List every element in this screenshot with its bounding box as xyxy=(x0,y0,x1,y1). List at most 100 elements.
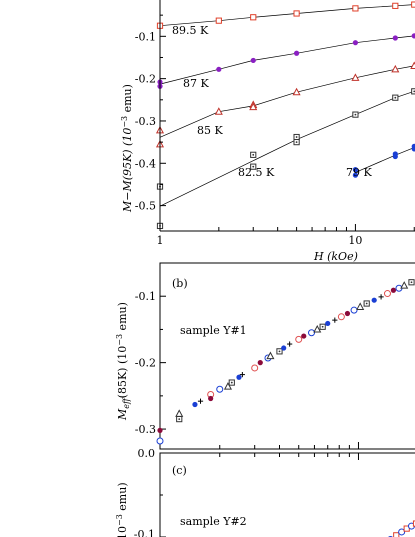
panel-b-point-19 xyxy=(287,341,293,347)
panel-a-point-3-2 xyxy=(250,151,257,158)
panel-a-point-1-6 xyxy=(392,35,398,41)
panel-c-ylabel-exp: −3 xyxy=(115,514,124,526)
panel-a: -0.1 -0.2 -0.3 -0.4 -0.5 1 10 89.5 K 87 K 85 K… xyxy=(120,0,415,263)
panel-b-ylabel-main: M xyxy=(116,408,129,421)
panel-a-y-tick-label-1: -0.2 xyxy=(135,73,156,86)
panel-b-y-tick-label-1: -0.2 xyxy=(135,357,156,370)
panel-a-point-0-1 xyxy=(215,17,222,24)
panel-a-point-2-8 xyxy=(410,61,415,70)
panel-a-point-0-4 xyxy=(352,5,359,12)
panel-a-point-3-2-dot xyxy=(252,153,255,156)
panel-a-x-tick-label-10: 10 xyxy=(348,234,362,247)
panel-a-x-tick-label-1: 1 xyxy=(157,234,164,247)
panel-b-y-axis-label: Meff(85K) (10−3 emu) xyxy=(115,302,131,421)
panel-b-point-38 xyxy=(408,279,415,286)
panel-b-point-18 xyxy=(281,345,287,351)
panel-a-curve-3 xyxy=(159,90,415,207)
curve-label-89-5k: 89.5 K xyxy=(172,24,209,37)
panel-a-y-tick-label-2: -0.3 xyxy=(135,115,156,128)
panel-c-markers xyxy=(388,520,415,537)
panel-a-y-tick-label-0: -0.1 xyxy=(135,30,156,43)
panel-b-point-2 xyxy=(175,409,184,417)
panel-b-point-26 xyxy=(332,317,338,323)
panel-a-ylabel-main: M−M(95K) (10 xyxy=(121,128,134,213)
panel-b-point-24-dot xyxy=(321,325,324,328)
panel-b-point-11 xyxy=(236,374,242,380)
panel-a-point-3-4 xyxy=(293,133,300,141)
panel-b-ylabel-sub: eff xyxy=(122,397,131,409)
panel-a-x-axis-label: H (kOe) xyxy=(313,250,358,263)
panel-a-point-2-6 xyxy=(351,73,360,81)
panel-b-ylabel-exp: −3 xyxy=(115,334,124,346)
panel-a-point-3-5-dot xyxy=(295,141,298,144)
panel-a-ylabel-tail: emu) xyxy=(121,84,134,116)
panel-c-point-2 xyxy=(393,532,400,537)
panel-b-point-3-dot xyxy=(178,418,181,421)
panel-a-point-1-3 xyxy=(250,57,256,64)
panel-b-point-17 xyxy=(276,348,283,355)
panel-b-point-10-dot xyxy=(230,381,233,384)
panel-b-point-17-dot xyxy=(278,350,281,353)
panel-b-point-13 xyxy=(251,364,259,372)
panel-a-point-1-2 xyxy=(216,66,222,72)
panel-b-point-31 xyxy=(363,300,370,307)
panel-a-point-2-2 xyxy=(214,107,223,115)
panel-a-point-3-4-dot xyxy=(295,136,298,138)
panel-a-curve-0 xyxy=(159,4,415,27)
curve-label-79k: 79 K xyxy=(346,166,372,179)
panel-b-y-tick-label-2: -0.3 xyxy=(135,423,156,436)
panel-b-tag: (b) xyxy=(172,277,188,290)
panel-b-point-7 xyxy=(208,395,214,402)
panel-b-frame xyxy=(159,262,415,450)
panel-a-point-0-6 xyxy=(411,1,415,8)
panel-c-tag: (c) xyxy=(172,464,187,477)
panel-b-point-35 xyxy=(390,287,397,293)
panel-b-point-1 xyxy=(156,437,164,445)
panel-a-point-1-7 xyxy=(411,33,415,39)
panel-c-ylabel-pre: 10 xyxy=(116,526,129,537)
panel-a-point-1-4 xyxy=(293,50,300,56)
panel-a-point-3-7-dot xyxy=(394,96,397,99)
panel-b-point-10 xyxy=(228,379,235,386)
panel-b-point-9 xyxy=(223,382,232,390)
panel-a-point-3-3-dot xyxy=(252,165,255,168)
panel-b-point-22 xyxy=(308,329,316,337)
panel-b-point-8 xyxy=(216,385,224,393)
panel-b-markers xyxy=(156,279,415,445)
panel-b-point-14 xyxy=(257,360,263,366)
panel-c-frame xyxy=(159,452,415,537)
panel-b-point-24 xyxy=(319,323,326,330)
panel-a-point-2-4 xyxy=(249,102,258,111)
panel-a-point-3-8-box xyxy=(411,88,415,95)
panel-b-point-0 xyxy=(157,427,163,433)
panel-b: -0.1 -0.2 -0.3 (b) sample Y#1 Meff(85K) (1… xyxy=(115,262,415,450)
panel-a-point-3-8 xyxy=(411,88,415,95)
panel-b-point-20 xyxy=(295,335,303,343)
panel-c: 0.0 -0.1 (c) sample Y#2 10−3 emu) xyxy=(115,447,415,537)
panel-c-point-3 xyxy=(398,528,406,536)
panel-b-point-30 xyxy=(356,302,365,310)
panel-a-point-0-3 xyxy=(293,10,300,17)
panel-b-point-23 xyxy=(313,324,322,333)
panel-a-point-3-6 xyxy=(352,111,359,118)
panel-a-point-3-5 xyxy=(293,139,300,146)
panel-a-point-3-6-dot xyxy=(354,113,357,116)
panel-c-tick-label-m01: -0.1 xyxy=(134,528,155,537)
panel-c-ticks xyxy=(159,452,359,537)
panel-b-point-27 xyxy=(337,313,345,321)
panel-a-y-tick-label-3: -0.4 xyxy=(135,157,156,170)
panel-a-point-3-3 xyxy=(250,163,257,170)
panel-b-point-21 xyxy=(301,333,307,339)
curve-label-87k: 87 K xyxy=(183,77,209,90)
panel-c-y-axis-label: 10−3 emu) xyxy=(115,482,129,537)
curve-label-82-5k: 82.5 K xyxy=(238,166,275,179)
panel-a-y-tick-label-4: -0.5 xyxy=(135,200,156,213)
panel-a-point-0-5 xyxy=(392,2,399,9)
panel-b-point-38-dot xyxy=(410,281,413,284)
panel-a-ylabel-exp: −3 xyxy=(120,116,129,128)
panel-b-point-3 xyxy=(176,416,183,423)
panel-a-point-4-3 xyxy=(392,153,398,160)
curve-label-85k: 85 K xyxy=(197,124,223,137)
panel-a-point-2-5 xyxy=(292,87,301,96)
